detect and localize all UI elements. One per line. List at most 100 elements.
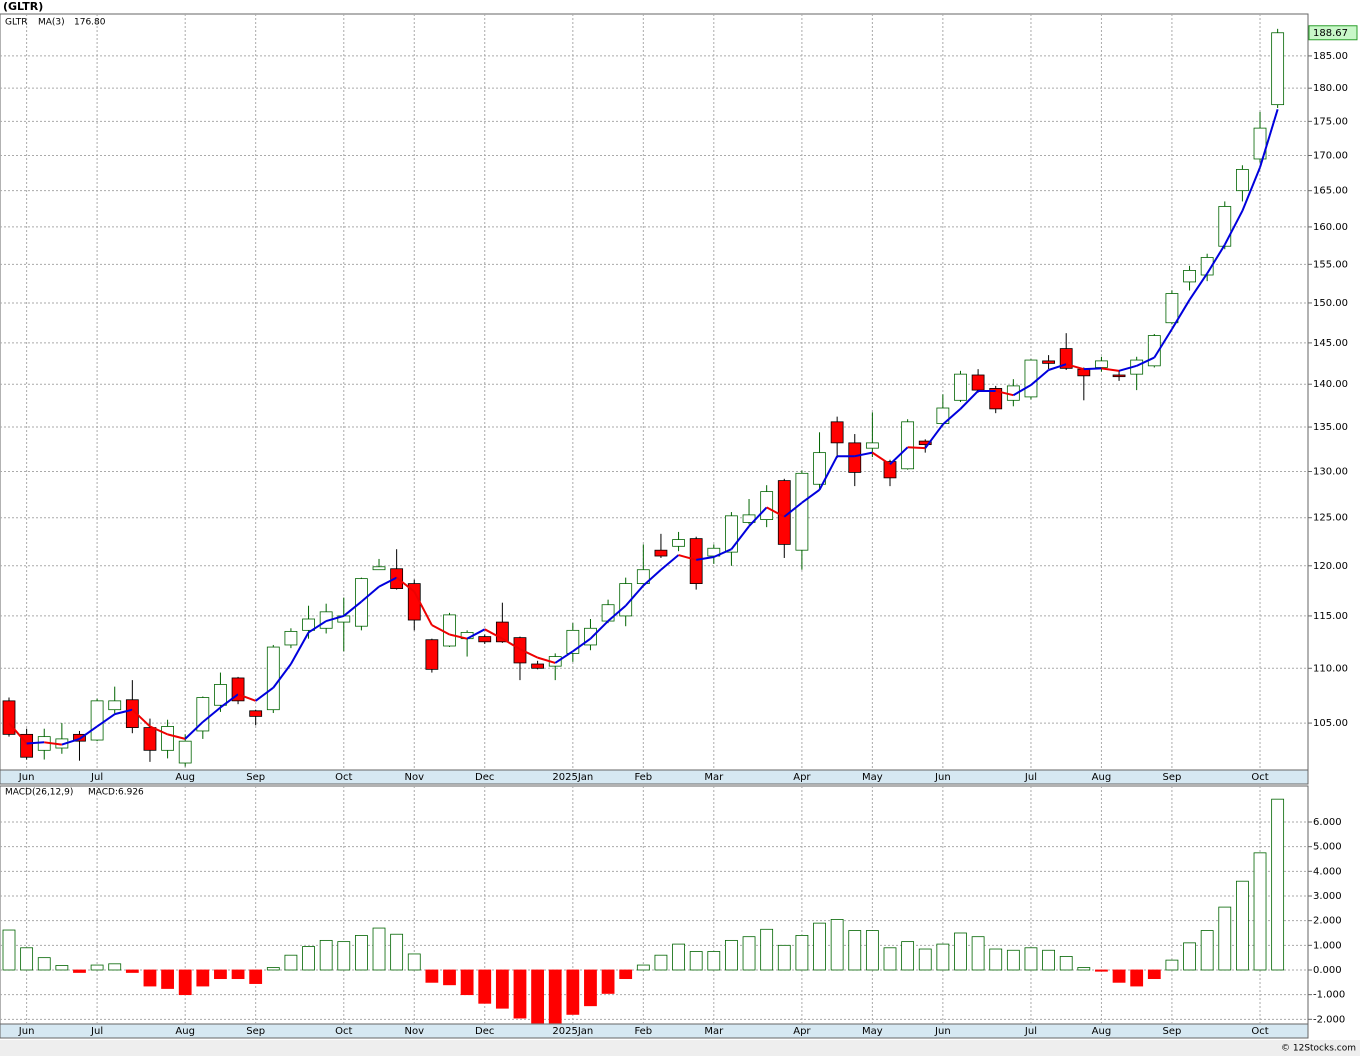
candle-body: [513, 637, 527, 664]
ma-segment: [730, 525, 750, 550]
macd-bar: [1006, 949, 1020, 971]
candle-body: [672, 539, 685, 547]
macd-bar: [73, 969, 86, 973]
x-tick-label: Jun: [18, 772, 35, 783]
ma-segment: [766, 506, 785, 518]
ma-segment: [378, 576, 398, 588]
y-tick-label: 170.00: [1313, 151, 1348, 162]
macd-bar: [125, 969, 139, 973]
macd-bar: [936, 943, 950, 971]
ma-segment: [96, 713, 116, 728]
ma-segment: [307, 620, 327, 634]
ma-segment: [131, 708, 151, 728]
macd-bar: [725, 939, 738, 971]
macd-bar: [813, 922, 826, 971]
candle-body: [566, 629, 580, 654]
macd-bar: [1236, 880, 1249, 971]
x-tick-label: Apr: [793, 1026, 811, 1037]
x-tick-label: Oct: [335, 772, 352, 783]
candle-body: [654, 549, 668, 557]
macd-bar: [883, 947, 897, 971]
candle-body: [813, 452, 826, 485]
y-tick-label: 150.00: [1313, 298, 1348, 309]
ma-segment: [413, 591, 433, 626]
ma-segment: [660, 554, 680, 571]
macd-bar: [584, 969, 597, 1007]
macd-bar: [1095, 969, 1108, 972]
macd-bar: [989, 948, 1003, 971]
candle-body: [284, 630, 298, 646]
candle-body: [830, 421, 844, 444]
x-tick-label: Mar: [704, 1026, 724, 1037]
candle-body: [1042, 360, 1055, 364]
x-tick-label: Feb: [634, 1026, 652, 1037]
ma-segment: [783, 501, 803, 518]
macd-bar: [478, 969, 492, 1004]
candle-body: [249, 710, 263, 717]
macd-bar: [249, 969, 263, 984]
ma-segment: [61, 737, 80, 746]
macd-bar: [601, 969, 615, 994]
ma-segment: [290, 631, 310, 665]
candle-body: [1218, 206, 1232, 247]
ma-segment: [924, 423, 944, 449]
macd-bar: [707, 951, 721, 971]
y-tick-label: 110.00: [1313, 663, 1348, 674]
x-tick-label: Nov: [404, 1026, 424, 1037]
x-tick-label: 2025Jan: [552, 772, 593, 783]
macd-bar: [689, 951, 703, 971]
macd-bar: [108, 963, 122, 971]
macd-bar: [619, 969, 633, 980]
y-tick-label: 180.00: [1313, 83, 1348, 94]
ma-segment: [1206, 244, 1226, 274]
y-tick-label: 165.00: [1313, 186, 1348, 197]
y-tick-label: -1.000: [1313, 990, 1345, 1001]
y-tick-label: 185.00: [1313, 51, 1348, 62]
ma-segment: [1223, 210, 1244, 246]
macd-bar: [460, 969, 474, 996]
ma-segment: [818, 455, 839, 491]
ma-segment: [431, 624, 450, 636]
ma-segment: [78, 725, 98, 740]
x-tick-label: Oct: [1251, 772, 1268, 783]
macd-bar: [1130, 969, 1144, 987]
candle-body: [266, 646, 280, 711]
ma-segment: [1136, 356, 1155, 367]
macd-bar: [196, 969, 210, 987]
macd-bar: [865, 930, 879, 971]
candle-body: [883, 461, 897, 479]
macd-bar: [1042, 949, 1055, 971]
x-tick-label: Jul: [90, 772, 103, 783]
x-tick-label: May: [862, 1026, 883, 1037]
ma-segment: [167, 733, 186, 740]
ma-segment: [696, 556, 714, 561]
y-tick-label: 1.000: [1313, 940, 1342, 951]
ma-segment: [1065, 363, 1085, 371]
y-tick-label: 5.000: [1313, 842, 1342, 853]
candle-body: [1095, 360, 1108, 368]
candle-body: [725, 515, 738, 553]
macd-bar: [531, 969, 544, 1024]
candle-body: [196, 697, 210, 732]
macd-bar: [161, 969, 174, 989]
x-tick-label: Sep: [1162, 772, 1181, 783]
x-tick-label: Aug: [1092, 772, 1112, 783]
macd-bar: [1077, 967, 1091, 971]
x-tick-label: Nov: [404, 772, 424, 783]
macd-bar: [407, 953, 421, 971]
macd-bar: [284, 954, 298, 971]
candle-body: [531, 663, 544, 669]
candle-body: [1112, 374, 1126, 378]
y-tick-label: 140.00: [1313, 379, 1348, 390]
x-tick-label: Jun: [934, 772, 951, 783]
macd-bar: [425, 969, 439, 983]
ma-segment: [678, 554, 697, 561]
macd-bar: [1112, 969, 1126, 983]
ma-segment: [484, 628, 503, 640]
macd-bar: [795, 935, 809, 971]
macd-bar: [354, 935, 368, 971]
macd-bar: [513, 969, 527, 1019]
candle-body: [443, 614, 456, 647]
macd-bar: [1218, 906, 1232, 971]
